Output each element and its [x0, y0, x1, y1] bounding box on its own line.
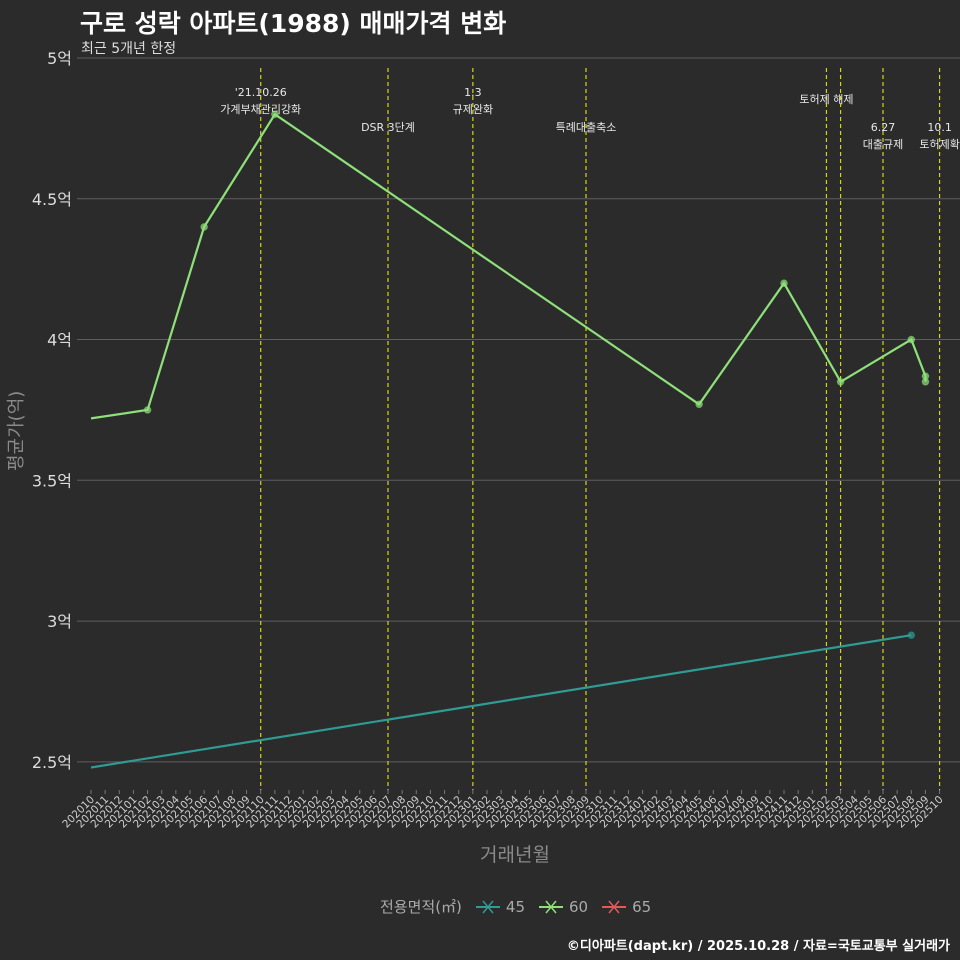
series-lines — [90, 112, 927, 769]
y-axis-label: 평균가(억) — [6, 390, 27, 471]
y-tick-label: 5억 — [47, 49, 72, 68]
event-label: 1.3 — [464, 86, 482, 99]
legend-label-60: 60 — [569, 897, 589, 916]
chart-subtitle: 최근 5개년 한정 — [81, 41, 177, 57]
gridlines — [77, 57, 960, 763]
legend-item-45: 45 — [474, 898, 525, 916]
y-tick-label: 3억 — [47, 612, 72, 631]
data-point-45 — [907, 631, 916, 639]
event-label: 6.27 — [871, 121, 896, 134]
legend-item-60: 60 — [537, 898, 588, 916]
y-tick-label: 3.5억 — [32, 471, 72, 490]
data-point-60 — [907, 335, 916, 344]
legend-label-65: 65 — [632, 897, 652, 916]
data-point-60 — [836, 377, 845, 386]
y-tick-label: 4억 — [47, 331, 72, 350]
legend-item-65: 65 — [600, 898, 651, 916]
data-point-60 — [780, 279, 788, 288]
legend-title: 전용면적(㎡) — [380, 898, 462, 916]
event-label: 토허제 해제 — [799, 92, 853, 106]
event-label: 대출규제 — [863, 138, 903, 151]
legend-key-65-icon — [602, 900, 627, 913]
event-label: 토허제확 — [919, 138, 959, 151]
event-label: '21.10.26 — [235, 86, 287, 99]
legend-key-60-icon — [539, 900, 563, 913]
source-caption: ©디아파트(dapt.kr) / 2025.10.28 / 자료=국토교통부 실… — [566, 939, 950, 954]
event-label: 10.1 — [927, 121, 952, 134]
data-point-60 — [271, 110, 279, 119]
x-axis-ticks: 2020102020112020122021012021022021032021… — [60, 790, 946, 830]
chart-plot: 2.5억 3억 3.5억 4억 4.5억 5억 '21.10.26 가계부채관리강화 DSR … — [32, 49, 960, 830]
legend-label-45: 45 — [505, 897, 525, 916]
series-line-60 — [90, 112, 927, 420]
y-axis-ticks: 2.5억 3억 3.5억 4억 4.5억 5억 — [32, 49, 72, 772]
y-tick-label: 4.5억 — [32, 190, 72, 209]
data-points — [143, 110, 930, 639]
event-label: DSR 3단계 — [361, 121, 415, 134]
event-label: 규제완화 — [453, 103, 493, 116]
event-label: 특례대출축소 — [556, 121, 617, 134]
x-axis-label: 거래년월 — [480, 844, 550, 866]
data-point-60 — [921, 377, 930, 386]
data-point-60 — [200, 223, 208, 231]
event-label: 가계부채관리강화 — [220, 103, 301, 116]
y-tick-label: 2.5억 — [32, 753, 72, 772]
legend-key-45-icon — [475, 900, 500, 913]
data-point-60 — [695, 400, 703, 409]
chart-title: 구로 성락 아파트(1988) 매매가격 변화 — [80, 9, 507, 38]
data-point-60 — [143, 406, 152, 414]
series-line-45 — [90, 634, 912, 769]
legend: 전용면적(㎡) 45 60 65 — [380, 896, 663, 917]
